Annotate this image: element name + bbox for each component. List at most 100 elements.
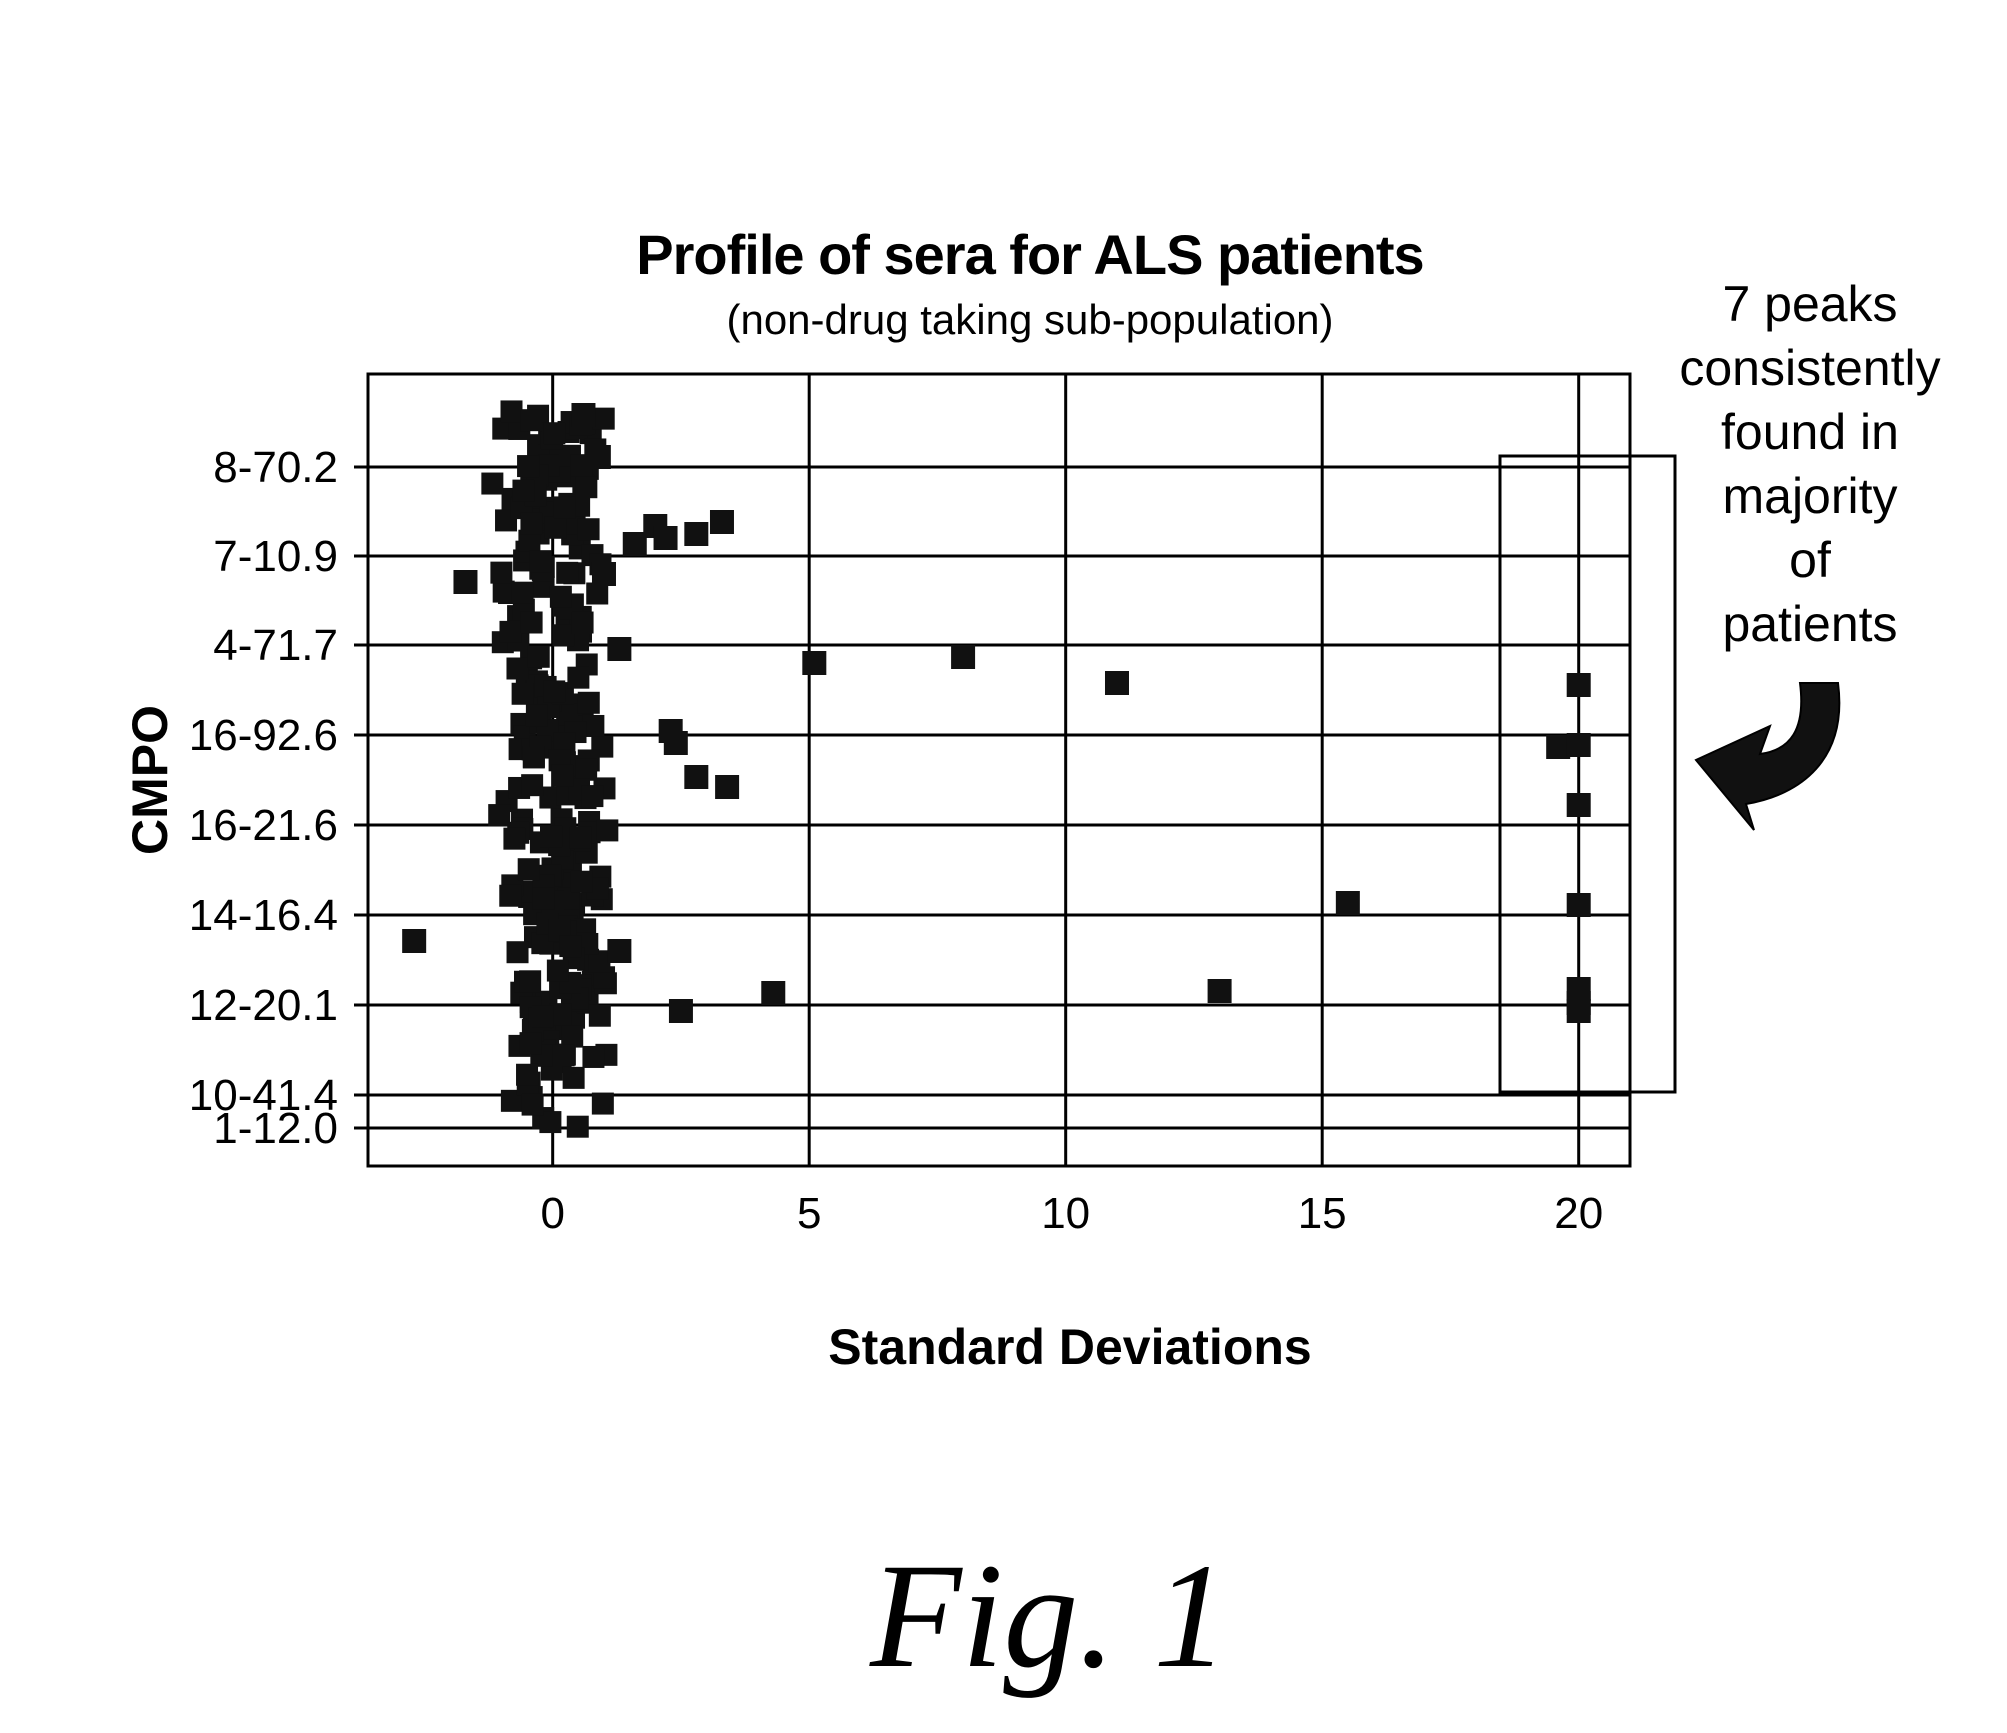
cluster-point: [543, 422, 565, 444]
figure-caption: Fig. 1: [870, 1530, 1228, 1702]
cluster-point: [563, 1067, 585, 1089]
data-point: [715, 775, 739, 799]
annotation-line: majority: [1660, 464, 1960, 528]
cluster-point: [503, 828, 525, 850]
cluster-point: [500, 400, 522, 422]
cluster-point: [530, 550, 552, 572]
data-point: [802, 651, 826, 675]
cluster-point: [552, 624, 574, 646]
cluster-point: [517, 455, 539, 477]
curved-arrow: [1696, 683, 1839, 830]
cluster-point: [578, 692, 600, 714]
y-tick-label: 16-21.6: [189, 801, 338, 850]
data-point: [1546, 735, 1570, 759]
cluster-point: [571, 871, 593, 893]
cluster-point: [528, 646, 550, 668]
annotation-line: consistently: [1660, 336, 1960, 400]
cluster-point: [512, 480, 534, 502]
cluster-point: [499, 885, 521, 907]
y-tick-label: 10-41.4: [189, 1071, 338, 1120]
cluster-point: [523, 746, 545, 768]
cluster-point: [526, 704, 548, 726]
data-point: [1567, 793, 1591, 817]
data-point: [1567, 991, 1591, 1015]
data-point: [1567, 733, 1591, 757]
data-point: [761, 981, 785, 1005]
cluster-point: [516, 1064, 538, 1086]
x-tick-label: 5: [797, 1189, 821, 1238]
y-tick-label: 4-71.7: [213, 621, 338, 670]
cluster-point: [589, 1005, 611, 1027]
cluster-point: [596, 819, 618, 841]
annotation-line: found in: [1660, 400, 1960, 464]
cluster-point: [540, 825, 562, 847]
y-tick-label: 8-70.2: [213, 443, 338, 492]
cluster-point: [512, 683, 534, 705]
cluster-point: [567, 1116, 589, 1138]
cluster-point: [520, 1032, 542, 1054]
y-axis-label: CMPO: [121, 705, 179, 855]
cluster-point: [493, 581, 515, 603]
cluster-point: [499, 621, 521, 643]
annotation-line: of: [1660, 528, 1960, 592]
y-tick-labels: 1-12.010-41.412-20.114-16.416-21.616-92.…: [189, 443, 338, 1153]
data-point: [587, 445, 611, 469]
x-tick-labels: 05101520: [540, 1189, 1603, 1238]
cluster-point: [581, 785, 603, 807]
data-point: [669, 999, 693, 1023]
cluster-point: [522, 1094, 544, 1116]
cluster-point: [551, 765, 573, 787]
x-axis-label: Standard Deviations: [0, 1318, 2007, 1376]
cluster-point: [521, 774, 543, 796]
cluster-point: [575, 476, 597, 498]
y-tick-label: 7-10.9: [213, 532, 338, 581]
data-point: [571, 403, 595, 427]
cluster-point: [532, 888, 554, 910]
cluster-point: [512, 582, 534, 604]
data-point: [951, 645, 975, 669]
cluster-point: [532, 1005, 554, 1027]
cluster-point: [572, 612, 594, 634]
data-point: [1105, 671, 1129, 695]
data-point: [607, 637, 631, 661]
x-tick-label: 0: [540, 1189, 564, 1238]
cluster-point: [553, 1044, 575, 1066]
cluster-point: [559, 935, 581, 957]
cluster-point: [488, 804, 510, 826]
cluster-point: [519, 970, 541, 992]
x-tick-label: 15: [1298, 1189, 1347, 1238]
data-point: [402, 929, 426, 953]
cluster-point: [506, 657, 528, 679]
annotation-line: 7 peaks: [1660, 272, 1960, 336]
cluster-point: [520, 512, 542, 534]
cluster-point: [507, 941, 529, 963]
data-point: [1567, 673, 1591, 697]
cluster-point: [544, 517, 566, 539]
data-point: [684, 765, 708, 789]
data-point: [654, 526, 678, 550]
cluster-point: [550, 586, 572, 608]
data-point: [607, 939, 631, 963]
cluster-point: [592, 1093, 614, 1115]
data-point: [592, 562, 616, 586]
cluster-point: [554, 496, 576, 518]
cluster-point: [578, 518, 600, 540]
cluster-point: [490, 562, 512, 584]
annotation-text: 7 peaksconsistentlyfound inmajorityofpat…: [1660, 272, 1960, 656]
data-point: [1567, 893, 1591, 917]
cluster-point: [570, 827, 592, 849]
dense-point-cluster: [481, 400, 618, 1137]
data-point: [659, 719, 683, 743]
data-point: [684, 522, 708, 546]
y-tick-label: 16-92.6: [189, 711, 338, 760]
cluster-point: [582, 1046, 604, 1068]
cluster-point: [518, 858, 540, 880]
data-point: [623, 532, 647, 556]
cluster-point: [593, 408, 615, 430]
x-tick-label: 10: [1041, 1189, 1090, 1238]
cluster-point: [547, 960, 569, 982]
y-tick-label: 12-20.1: [189, 981, 338, 1030]
cluster-point: [575, 759, 597, 781]
data-point: [710, 510, 734, 534]
data-point: [453, 570, 477, 594]
